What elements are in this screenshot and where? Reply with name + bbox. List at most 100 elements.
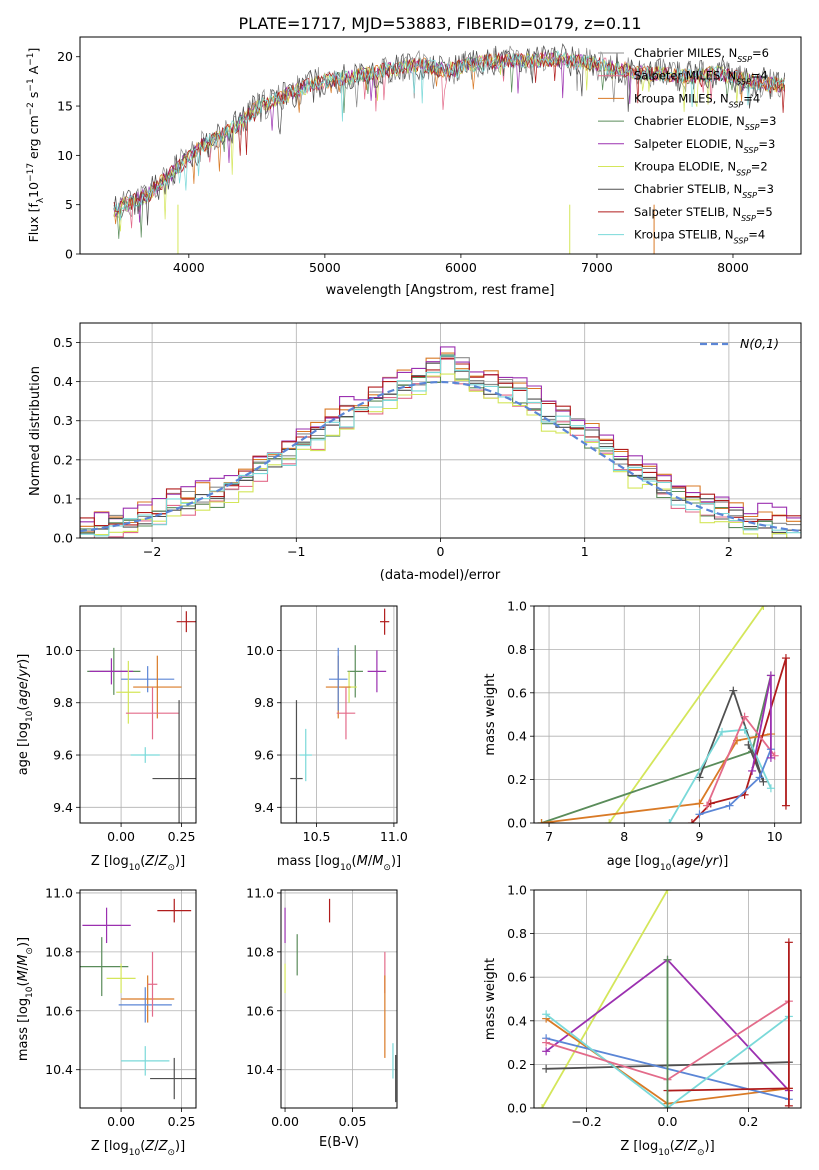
y-tick-label: 15 xyxy=(57,99,73,114)
y-tick-label: 0.4 xyxy=(507,729,527,744)
legend-entry: Salpeter MILES, NSSP=4 xyxy=(634,69,768,87)
x-tick-label: 8000 xyxy=(717,260,749,275)
axes-frame xyxy=(280,889,398,1109)
y-tick-label: 0.2 xyxy=(53,452,73,467)
x-tick-label: 0.0 xyxy=(658,1114,678,1129)
axes-frame xyxy=(533,889,802,1109)
axes-frame xyxy=(79,36,802,255)
x-axis-label: wavelength [Angstrom, rest frame] xyxy=(326,283,555,298)
y-axis-label: mass weight xyxy=(483,673,498,755)
y-axis-label: Flux [fλ10−17 erg cm−2 s−1 A−1] xyxy=(26,48,46,243)
x-axis-label: Z [log10(Z/Z⊙)] xyxy=(620,1139,714,1158)
x-axis-label: Z [log10(Z/Z⊙)] xyxy=(91,854,185,873)
x-tick-label: −1 xyxy=(287,544,305,559)
x-axis-label: (data-model)/error xyxy=(380,568,501,583)
plot-area xyxy=(284,898,397,1103)
x-tick-label: 0.05 xyxy=(339,1114,367,1129)
x-axis-label: E(B-V) xyxy=(319,1135,359,1150)
mass-weight-line xyxy=(608,606,765,823)
x-axis-label: Z [log10(Z/Z⊙)] xyxy=(91,1139,185,1158)
plot-area xyxy=(290,608,390,823)
legend-entry: N(0,1) xyxy=(740,336,779,351)
y-tick-label: 0.4 xyxy=(507,1013,527,1028)
legend-entry: Chabrier STELIB, NSSP=3 xyxy=(634,182,774,200)
x-tick-label: 7000 xyxy=(581,260,613,275)
y-axis-label: Normed distribution xyxy=(28,366,43,496)
mass-weight-line xyxy=(541,733,772,823)
y-tick-label: 9.4 xyxy=(254,800,274,815)
y-tick-label: 0.4 xyxy=(53,374,73,389)
y-tick-label: 0.6 xyxy=(507,685,527,700)
y-tick-label: 1.0 xyxy=(507,883,527,898)
plot-area xyxy=(537,606,790,823)
plot-area xyxy=(113,43,786,254)
mass-weight-line xyxy=(668,728,772,823)
mass-weight-line xyxy=(699,748,772,816)
spectrum-series-line xyxy=(113,51,786,213)
y-tick-label: 10.0 xyxy=(246,643,274,658)
x-tick-label: −0.2 xyxy=(571,1114,601,1129)
axes-frame xyxy=(79,889,197,1109)
y-tick-label: 9.6 xyxy=(254,748,274,763)
x-tick-label: 5000 xyxy=(309,260,341,275)
x-tick-label: 10.5 xyxy=(303,829,331,844)
panel-mass_weight_vs_age: 7 8 9 10 0.0 0.2 0.4 0.6 0.8 1.0 age [log10(age/yr… xyxy=(483,599,802,873)
x-tick-label: 7 xyxy=(545,829,553,844)
y-tick-label: 0.0 xyxy=(507,1101,527,1116)
y-tick-label: 10.6 xyxy=(246,1003,274,1018)
y-tick-label: 11.0 xyxy=(45,885,73,900)
y-tick-label: 0.6 xyxy=(507,970,527,985)
plot-area xyxy=(80,898,196,1100)
x-tick-label: 10 xyxy=(767,829,783,844)
axes-frame xyxy=(79,605,197,824)
x-axis-label: mass [log10(M/M⊙)] xyxy=(277,854,401,873)
y-axis-label: age [log10(age/yr)] xyxy=(16,654,35,776)
x-tick-label: 0.25 xyxy=(168,1114,196,1129)
y-tick-label: 10.8 xyxy=(246,944,274,959)
y-tick-label: 20 xyxy=(57,49,73,64)
x-tick-label: 0.25 xyxy=(168,829,196,844)
legend-entry: Salpeter STELIB, NSSP=5 xyxy=(634,205,773,223)
y-tick-label: 10.0 xyxy=(45,643,73,658)
y-tick-label: 10.4 xyxy=(246,1062,274,1077)
y-tick-label: 0.2 xyxy=(507,772,527,787)
panel-mass_vs_Z: 0.00 0.25 10.4 10.6 10.8 11.0 Z [log10(Z/Z⊙)] m… xyxy=(16,885,197,1158)
y-tick-label: 10.6 xyxy=(45,1003,73,1018)
x-tick-label: 9 xyxy=(695,829,703,844)
y-tick-label: 5 xyxy=(65,197,73,212)
figure-title: PLATE=1717, MJD=53883, FIBERID=0179, z=0… xyxy=(238,14,641,33)
x-tick-label: 11.0 xyxy=(380,829,408,844)
spectrum-series-line xyxy=(113,51,786,223)
y-axis-label: mass [log10(M/M⊙)] xyxy=(16,937,35,1061)
y-tick-label: 0.5 xyxy=(53,335,73,350)
y-tick-label: 1.0 xyxy=(507,599,527,614)
y-tick-label: 10 xyxy=(57,148,73,163)
y-tick-label: 9.8 xyxy=(254,695,274,710)
y-tick-label: 0.3 xyxy=(53,413,73,428)
x-tick-label: 0.00 xyxy=(107,1114,135,1129)
panel-residual_histogram: −2 −1 0 1 2 0.0 0.1 0.2 0.3 0.4 0.5 N(0,1) (data-mod… xyxy=(28,322,802,583)
axes-frame xyxy=(280,605,398,824)
y-tick-label: 10.4 xyxy=(45,1062,73,1077)
x-tick-label: 4000 xyxy=(173,260,205,275)
y-tick-label: 9.4 xyxy=(53,800,73,815)
y-tick-label: 9.6 xyxy=(53,748,73,763)
y-tick-label: 0.2 xyxy=(507,1057,527,1072)
panel-mass_weight_vs_Z: −0.2 0.0 0.2 0.0 0.2 0.4 0.6 0.8 1.0 Z [log10(Z/Z… xyxy=(483,883,802,1158)
plot-area xyxy=(538,890,793,1108)
x-tick-label: 0.00 xyxy=(271,1114,299,1129)
y-axis-label: mass weight xyxy=(483,958,498,1040)
histogram-step xyxy=(80,355,801,538)
x-tick-label: 0.00 xyxy=(107,829,135,844)
normal-curve xyxy=(80,380,801,533)
y-tick-label: 10.8 xyxy=(45,944,73,959)
y-tick-label: 0.0 xyxy=(53,531,73,546)
y-tick-label: 0.8 xyxy=(507,926,527,941)
mass-weight-line xyxy=(545,1013,790,1108)
y-tick-label: 11.0 xyxy=(246,885,274,900)
spectrum-series-line xyxy=(113,43,786,226)
x-tick-label: 0 xyxy=(437,544,445,559)
x-axis-label: age [log10(age/yr)] xyxy=(607,854,729,873)
y-tick-label: 9.8 xyxy=(53,695,73,710)
legend-entry: Kroupa ELODIE, NSSP=2 xyxy=(634,160,768,178)
